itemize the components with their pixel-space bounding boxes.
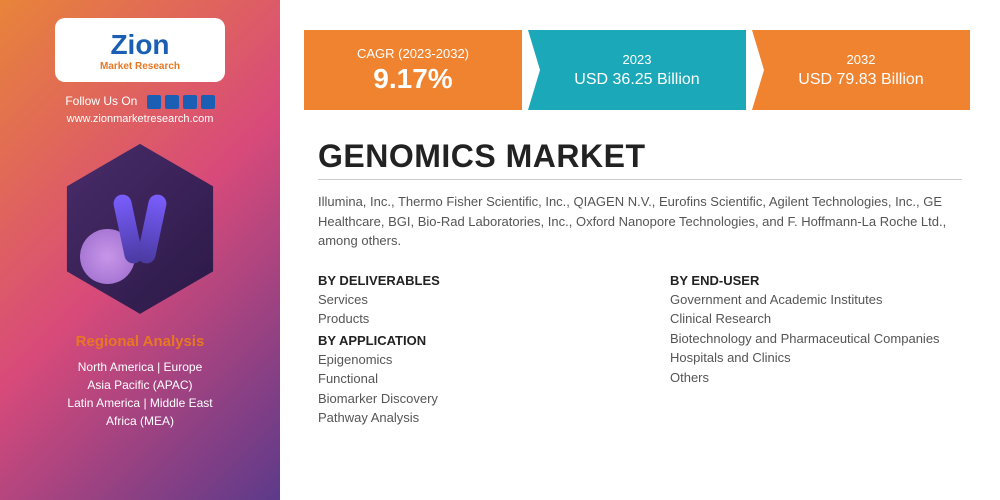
year1-label: 2023 bbox=[623, 52, 652, 67]
seg-head-enduser: BY END-USER bbox=[670, 273, 962, 288]
brand-name: Zion bbox=[100, 29, 180, 61]
seg-head-deliverables: BY DELIVERABLES bbox=[318, 273, 610, 288]
companies-text: Illumina, Inc., Thermo Fisher Scientific… bbox=[318, 192, 962, 251]
regional-line: Africa (MEA) bbox=[16, 412, 264, 430]
seg-item: Clinical Research bbox=[670, 309, 962, 329]
seg-item: Services bbox=[318, 290, 610, 310]
sidebar: Zion Market Research Follow Us On www.zi… bbox=[0, 0, 280, 500]
year2-value: USD 79.83 Billion bbox=[798, 71, 923, 89]
social-icons bbox=[147, 95, 215, 109]
year2-label: 2032 bbox=[847, 52, 876, 67]
chromosome-graphic bbox=[115, 189, 165, 269]
segments-grid: BY DELIVERABLES Services Products BY APP… bbox=[318, 269, 962, 428]
segments-col-right: BY END-USER Government and Academic Inst… bbox=[670, 269, 962, 428]
year1-value: USD 36.25 Billion bbox=[574, 71, 699, 89]
instagram-icon[interactable] bbox=[201, 95, 215, 109]
regional-line: Latin America | Middle East bbox=[16, 394, 264, 412]
website-url[interactable]: www.zionmarketresearch.com bbox=[16, 113, 264, 125]
stat-cards-row: CAGR (2023-2032) 9.17% 2023 USD 36.25 Bi… bbox=[280, 0, 1000, 110]
linkedin-icon[interactable] bbox=[183, 95, 197, 109]
seg-item: Functional bbox=[318, 369, 610, 389]
facebook-icon[interactable] bbox=[147, 95, 161, 109]
stat-card-year2: 2032 USD 79.83 Billion bbox=[752, 30, 970, 110]
hexagon-shape bbox=[55, 144, 225, 314]
cagr-value: 9.17% bbox=[373, 63, 452, 95]
seg-item: Government and Academic Institutes bbox=[670, 290, 962, 310]
title-underline bbox=[318, 179, 962, 180]
hex-illustration bbox=[50, 139, 230, 319]
seg-item: Epigenomics bbox=[318, 350, 610, 370]
regional-line: Asia Pacific (APAC) bbox=[16, 376, 264, 394]
twitter-icon[interactable] bbox=[165, 95, 179, 109]
brand-sub: Market Research bbox=[100, 61, 180, 72]
seg-item: Products bbox=[318, 309, 610, 329]
regional-list: North America | Europe Asia Pacific (APA… bbox=[16, 358, 264, 430]
seg-head-application: BY APPLICATION bbox=[318, 333, 610, 348]
seg-item: Biomarker Discovery bbox=[318, 389, 610, 409]
brand-logo-card: Zion Market Research bbox=[55, 18, 225, 82]
stat-card-year1: 2023 USD 36.25 Billion bbox=[528, 30, 746, 110]
stat-card-cagr: CAGR (2023-2032) 9.17% bbox=[304, 30, 522, 110]
segments-col-left: BY DELIVERABLES Services Products BY APP… bbox=[318, 269, 610, 428]
seg-item: Pathway Analysis bbox=[318, 408, 610, 428]
follow-label: Follow Us On bbox=[65, 94, 137, 108]
cagr-label: CAGR (2023-2032) bbox=[357, 46, 469, 61]
seg-item: Others bbox=[670, 368, 962, 388]
content-area: GENOMICS MARKET Illumina, Inc., Thermo F… bbox=[280, 110, 1000, 428]
seg-item: Biotechnology and Pharmaceutical Compani… bbox=[670, 329, 962, 349]
page-title: GENOMICS MARKET bbox=[318, 138, 962, 175]
regional-line: North America | Europe bbox=[16, 358, 264, 376]
regional-title: Regional Analysis bbox=[16, 333, 264, 350]
brand-logo: Zion Market Research bbox=[100, 29, 180, 72]
seg-item: Hospitals and Clinics bbox=[670, 348, 962, 368]
main-content: CAGR (2023-2032) 9.17% 2023 USD 36.25 Bi… bbox=[280, 0, 1000, 500]
follow-label-row: Follow Us On bbox=[16, 94, 264, 109]
